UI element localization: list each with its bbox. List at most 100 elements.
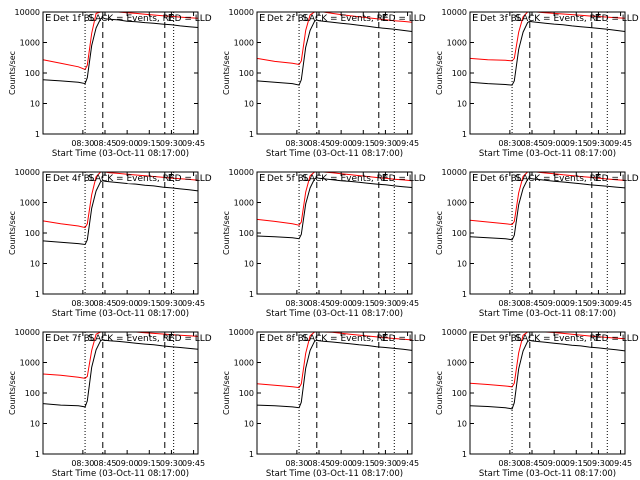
- y-tick-label: 100: [25, 389, 40, 398]
- marker-label: S: [88, 13, 94, 24]
- x-axis-label: Start Time (03-Oct-11 08:17:00): [266, 149, 403, 159]
- x-tick-label: 09:15: [352, 459, 375, 468]
- chart-title: Det 6f BLACK = Events, RED = LLD: [480, 174, 639, 184]
- chart-title: Det 4f BLACK = Events, RED = LLD: [53, 174, 212, 184]
- plot-frame: [469, 331, 626, 455]
- x-tick-label: 08:30: [71, 139, 94, 148]
- marker-label: S: [302, 13, 308, 24]
- y-tick-label: 1000: [447, 199, 467, 208]
- x-axis-label: Start Time (03-Oct-11 08:17:00): [479, 309, 616, 319]
- x-tick-label: 08:30: [285, 459, 308, 468]
- x-tick-label: 09:00: [116, 139, 139, 148]
- x-tick-label: 09:15: [565, 299, 588, 308]
- events-series-line: [42, 339, 199, 408]
- lld-series-line: [42, 171, 199, 229]
- x-tick-label: 09:00: [543, 459, 566, 468]
- y-tick-label: 1: [249, 290, 254, 299]
- marker-label: E: [595, 173, 601, 184]
- y-tick-label: 10000: [229, 8, 254, 17]
- events-series-line: [256, 19, 413, 86]
- x-tick-label: 09:00: [330, 459, 353, 468]
- x-tick-label: 09:30: [587, 139, 610, 148]
- marker-label: E: [45, 173, 51, 184]
- y-tick-label: 100: [239, 229, 254, 238]
- x-tick-label: 08:30: [71, 459, 94, 468]
- plot-frame: [469, 171, 626, 295]
- marker-label: E: [595, 13, 601, 24]
- x-tick-label: 09:15: [138, 299, 161, 308]
- events-series-line: [469, 339, 626, 410]
- events-series-line: [469, 177, 626, 241]
- y-axis-label: Counts/sec: [222, 211, 231, 255]
- x-tick-label: 09:15: [352, 139, 375, 148]
- y-tick-label: 1: [249, 130, 254, 139]
- chart-title: Det 8f BLACK = Events, RED = LLD: [267, 334, 426, 344]
- chart-title: Det 7f BLACK = Events, RED = LLD: [53, 334, 212, 344]
- plot-frame: [256, 171, 413, 295]
- y-tick-label: 100: [452, 389, 467, 398]
- marker-label: E: [259, 173, 265, 184]
- y-tick-label: 1: [462, 290, 467, 299]
- chart-title: Det 1f BLACK = Events, RED = LLD: [53, 14, 212, 24]
- x-tick-label: 08:45: [93, 139, 116, 148]
- y-tick-label: 1: [462, 130, 467, 139]
- x-axis-label: Start Time (03-Oct-11 08:17:00): [266, 309, 403, 319]
- x-tick-label: 08:45: [307, 299, 330, 308]
- y-tick-label: 10000: [442, 328, 467, 337]
- marker-label: E: [382, 333, 388, 344]
- x-tick-label: 09:30: [374, 139, 397, 148]
- x-tick-label: 09:15: [138, 459, 161, 468]
- marker-label: E: [168, 173, 174, 184]
- marker-label: E: [472, 13, 478, 24]
- plot-frame: [256, 331, 413, 455]
- x-tick-label: 09:45: [609, 139, 632, 148]
- plot-frame: [42, 11, 199, 135]
- y-tick-label: 1000: [234, 39, 254, 48]
- x-tick-label: 09:00: [330, 139, 353, 148]
- x-tick-label: 09:30: [160, 139, 183, 148]
- x-tick-label: 08:45: [93, 299, 116, 308]
- plot-frame: [42, 331, 199, 455]
- events-series-line: [256, 177, 413, 240]
- y-tick-label: 1000: [234, 359, 254, 368]
- x-tick-label: 09:00: [543, 139, 566, 148]
- x-tick-label: 08:30: [285, 139, 308, 148]
- y-tick-label: 1: [462, 450, 467, 459]
- events-series-line: [469, 20, 626, 86]
- x-tick-label: 08:45: [93, 459, 116, 468]
- chart-title: Det 5f BLACK = Events, RED = LLD: [267, 174, 426, 184]
- y-tick-label: 10: [457, 420, 467, 429]
- plot-frame: [42, 171, 199, 295]
- marker-label: S: [302, 333, 308, 344]
- x-tick-label: 08:30: [498, 299, 521, 308]
- x-tick-label: 09:00: [543, 299, 566, 308]
- y-tick-label: 10: [457, 260, 467, 269]
- marker-label: E: [472, 173, 478, 184]
- y-tick-label: 1000: [20, 39, 40, 48]
- x-tick-label: 09:00: [116, 459, 139, 468]
- marker-label: E: [382, 173, 388, 184]
- x-axis-label: Start Time (03-Oct-11 08:17:00): [52, 469, 189, 479]
- events-series-line: [256, 339, 413, 409]
- y-tick-label: 10: [30, 420, 40, 429]
- marker-label: E: [168, 333, 174, 344]
- marker-label: S: [302, 173, 308, 184]
- y-tick-label: 1000: [447, 39, 467, 48]
- x-tick-label: 09:30: [587, 299, 610, 308]
- y-tick-label: 100: [452, 229, 467, 238]
- x-tick-label: 09:15: [138, 139, 161, 148]
- y-tick-label: 10: [457, 100, 467, 109]
- marker-label: E: [595, 333, 601, 344]
- y-tick-label: 100: [25, 69, 40, 78]
- x-tick-label: 09:30: [374, 459, 397, 468]
- y-tick-label: 10000: [15, 168, 40, 177]
- y-tick-label: 100: [239, 389, 254, 398]
- y-tick-label: 10: [244, 260, 254, 269]
- x-tick-label: 09:30: [587, 459, 610, 468]
- y-tick-label: 10000: [15, 8, 40, 17]
